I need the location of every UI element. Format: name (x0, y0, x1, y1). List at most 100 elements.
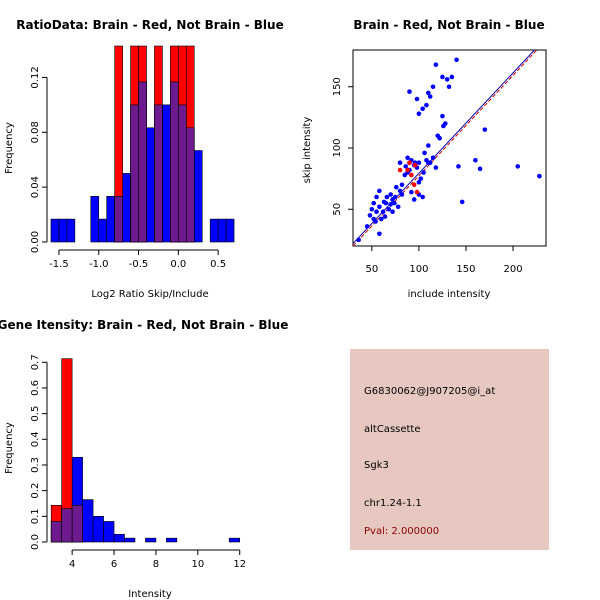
ratio-blue-bar (217, 218, 227, 243)
not-brain-point (444, 77, 450, 82)
not-brain-point (414, 96, 420, 102)
ratio-overlap-bar (178, 104, 187, 243)
not-brain-point (384, 194, 390, 200)
not-brain-point (386, 206, 392, 212)
intensity-histogram: Gene Itensity: Brain - Red, Not Brain - … (0, 318, 288, 600)
pval-text: Pval: 2.000000 (364, 526, 440, 537)
not-brain-point (378, 216, 384, 222)
ratio-overlap-bar (114, 196, 123, 243)
ratio-y-tick-label: 0.04 (30, 176, 41, 198)
ratio-histogram-bars (50, 45, 235, 243)
ratio-blue-bar (193, 150, 203, 243)
not-brain-point (454, 57, 459, 63)
brain-point (412, 162, 418, 168)
not-brain-point (459, 199, 465, 205)
intensity-y-tick-label: 0.2 (30, 483, 41, 499)
not-brain-point (356, 237, 361, 243)
ratio-overlap-bar (186, 127, 195, 243)
ratio-overlap-bar (154, 104, 163, 243)
ratio-histogram-ylabel: Frequency (4, 122, 15, 174)
scatter-x-tick-label: 150 (456, 264, 475, 275)
brain-point (407, 160, 412, 165)
not-brain-point (409, 189, 414, 195)
intensity-blue-bar (124, 537, 136, 543)
not-brain-point (374, 209, 379, 214)
not-brain-point (407, 89, 412, 94)
brain-point (409, 172, 414, 178)
event-type-text: altCassette (364, 424, 421, 435)
not-brain-point (390, 209, 395, 214)
intensity-blue-bar (92, 516, 104, 543)
not-brain-point (437, 135, 442, 141)
not-brain-point (416, 160, 422, 165)
scatter-title: Brain - Red, Not Brain - Blue (353, 18, 544, 32)
not-brain-point (388, 192, 393, 197)
not-brain-point (446, 84, 452, 90)
not-brain-point (403, 164, 409, 169)
not-brain-point (515, 164, 521, 169)
scatter-plot-box (352, 49, 547, 247)
not-brain-point (416, 111, 422, 116)
intensity-blue-bar (82, 499, 94, 543)
not-brain-point (397, 160, 403, 165)
intensity-y-tick-label: 0.5 (30, 406, 41, 422)
intensity-overlap-bar (50, 521, 62, 543)
ratio-histogram-title: RatioData: Brain - Red, Not Brain - Blue (16, 18, 283, 32)
intensity-overlap-bar (71, 504, 83, 543)
intensity-y-tick-label: 0.6 (30, 380, 41, 396)
not-brain-point (442, 121, 448, 126)
not-brain-point (377, 188, 382, 194)
scatter-points (356, 57, 542, 243)
ratio-blue-bar (225, 218, 235, 243)
intensity-y-tick-label: 0.1 (30, 508, 41, 524)
not-brain-point (399, 182, 405, 188)
intensity-y-tick-label: 0.4 (30, 431, 41, 447)
not-brain-point (420, 106, 425, 112)
not-brain-point (380, 209, 386, 214)
not-brain-point (421, 170, 426, 175)
scatter-x-tick-label: 50 (365, 264, 378, 275)
ratio-blue-bar (98, 218, 107, 243)
ratio-y-tick-label: 0.00 (30, 231, 41, 253)
scatter-y-tick-label: 150 (332, 77, 343, 96)
intensity-blue-bar (145, 537, 157, 543)
ratio-histogram-xlabel: Log2 Ratio Skip/Include (91, 289, 208, 300)
scatter-ylabel: skip intensity (302, 117, 313, 184)
not-brain-point (392, 200, 397, 206)
not-brain-point (397, 188, 403, 194)
intensity-x-tick-label: 4 (69, 559, 75, 570)
ratio-histogram-axes: -1.5 -1.0 -0.5 0.0 0.5 0.00 0.04 0.08 0.12 (30, 66, 226, 270)
ratio-blue-bar (146, 127, 155, 243)
not-brain-point (537, 173, 542, 179)
intensity-y-tick-label: 0.3 (30, 457, 41, 473)
not-brain-point (440, 74, 445, 80)
not-brain-point (371, 200, 377, 206)
not-brain-point (433, 165, 439, 170)
not-brain-point (377, 204, 382, 210)
not-brain-point (373, 219, 378, 224)
ratio-y-tick-label: 0.12 (30, 66, 41, 88)
scatter-axes: 50 100 150 200 50 100 150 (332, 77, 523, 275)
intensity-blue-bar (103, 521, 115, 543)
intensity-blue-bar (166, 537, 178, 543)
intensity-histogram-bars (50, 358, 241, 543)
intensity-x-tick-label: 6 (111, 559, 117, 570)
not-brain-point (367, 213, 373, 218)
not-brain-point (430, 84, 436, 90)
not-brain-point (399, 192, 405, 197)
not-brain-point (369, 206, 375, 212)
fit-line (353, 50, 536, 244)
ratio-x-tick-label: 0.0 (170, 259, 186, 270)
probe-id-text: G6830062@J907205@i_at (364, 386, 496, 397)
ratio-histogram: RatioData: Brain - Red, Not Brain - Blue… (4, 18, 284, 300)
intensity-histogram-axes: 4 6 8 10 12 0.0 0.1 0.2 0.3 0.4 0.5 0.6 0.7 (30, 354, 246, 570)
intensity-x-tick-label: 12 (233, 559, 246, 570)
intensity-blue-bar (228, 537, 241, 543)
brain-point (405, 167, 410, 173)
ratio-y-tick-label: 0.08 (30, 121, 41, 143)
ratio-x-tick-label: -1.5 (49, 259, 69, 270)
intensity-y-tick-label: 0.0 (30, 534, 41, 550)
not-brain-point (364, 224, 370, 229)
not-brain-point (418, 176, 424, 181)
